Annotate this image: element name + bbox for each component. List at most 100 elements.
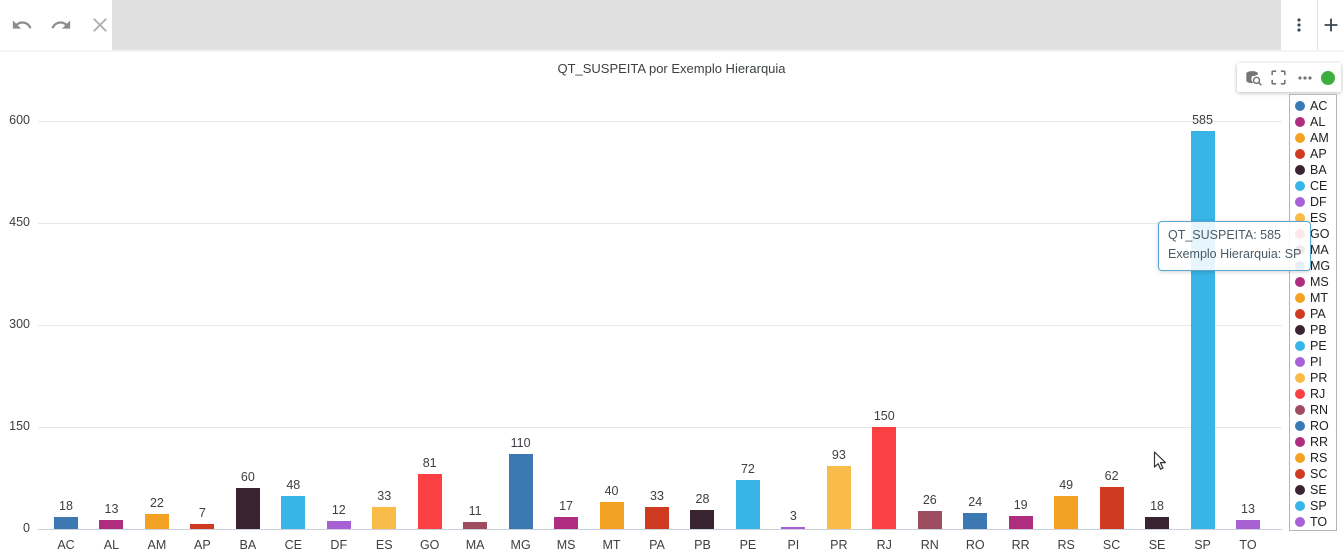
bar-value-label: 40 <box>604 484 619 498</box>
legend-dot-icon <box>1295 501 1305 511</box>
x-axis-tick-label: RO <box>965 538 985 552</box>
legend-dot-icon <box>1295 341 1305 351</box>
legend-label: MA <box>1310 243 1329 257</box>
legend: AC AL AM AP BA CE DF ES GO MA MG MS MT PA PB PE PI PR RJ RN… <box>1289 94 1337 531</box>
bar[interactable] <box>190 524 215 529</box>
legend-label: PE <box>1310 339 1327 353</box>
bar[interactable] <box>417 474 442 529</box>
bar-value-label: 33 <box>377 489 392 503</box>
bar-value-label: 150 <box>873 409 895 423</box>
bar[interactable] <box>872 427 897 529</box>
x-axis-tick-label: PR <box>830 538 848 552</box>
undo-button[interactable] <box>10 12 35 38</box>
legend-item[interactable]: AL <box>1290 114 1336 130</box>
legend-item[interactable]: PI <box>1290 354 1336 370</box>
legend-label: PA <box>1310 307 1326 321</box>
bar-value-label: 72 <box>740 462 755 476</box>
legend-item[interactable]: AC <box>1290 98 1336 114</box>
legend-item[interactable]: CE <box>1290 178 1336 194</box>
legend-item[interactable]: DF <box>1290 194 1336 210</box>
bar[interactable] <box>1008 516 1033 529</box>
bar-value-label: 11 <box>468 504 482 518</box>
bar[interactable] <box>1099 487 1124 529</box>
bar[interactable] <box>235 488 260 529</box>
legend-item[interactable]: RN <box>1290 402 1336 418</box>
bar[interactable] <box>963 513 988 529</box>
bar[interactable] <box>372 507 397 529</box>
legend-dot-icon <box>1295 181 1305 191</box>
legend-item[interactable]: MT <box>1290 290 1336 306</box>
close-button[interactable] <box>87 12 112 38</box>
legend-label: DF <box>1310 195 1327 209</box>
legend-item[interactable]: RO <box>1290 418 1336 434</box>
legend-dot-icon <box>1295 213 1305 223</box>
legend-label: PB <box>1310 323 1327 337</box>
legend-item[interactable]: SP <box>1290 498 1336 514</box>
x-axis-tick-label: SP <box>1194 538 1211 552</box>
bar[interactable] <box>1145 517 1170 529</box>
bar[interactable] <box>144 514 169 529</box>
bar[interactable] <box>644 507 669 529</box>
bar[interactable] <box>326 521 351 529</box>
explore-data-button[interactable] <box>1243 68 1263 88</box>
x-axis-tick-label: BA <box>239 538 257 552</box>
fullscreen-button[interactable] <box>1269 68 1288 87</box>
legend-item[interactable]: AM <box>1290 130 1336 146</box>
bar[interactable] <box>781 527 806 529</box>
bar[interactable] <box>463 522 488 529</box>
bar-value-label: 62 <box>1104 469 1119 483</box>
legend-item[interactable]: PB <box>1290 322 1336 338</box>
legend-item[interactable]: BA <box>1290 162 1336 178</box>
legend-item[interactable]: SC <box>1290 466 1336 482</box>
bar[interactable] <box>554 517 579 529</box>
bar[interactable] <box>826 466 851 529</box>
chart-options-button[interactable] <box>1295 68 1315 88</box>
redo-icon <box>51 20 71 29</box>
legend-item[interactable]: PA <box>1290 306 1336 322</box>
legend-item[interactable]: RJ <box>1290 386 1336 402</box>
legend-item[interactable]: PE <box>1290 338 1336 354</box>
legend-label: ES <box>1310 211 1327 225</box>
x-axis-tick-label: CE <box>284 538 302 552</box>
legend-item[interactable]: RS <box>1290 450 1336 466</box>
more-menu-button[interactable] <box>1281 0 1317 50</box>
legend-label: MS <box>1310 275 1329 289</box>
top-toolbar <box>0 0 1343 50</box>
bar[interactable] <box>54 517 78 529</box>
bar-value-label: 13 <box>1241 502 1255 516</box>
bar[interactable] <box>281 496 306 529</box>
x-axis-tick-label: SE <box>1148 538 1166 552</box>
x-axis-tick-label: PB <box>694 538 711 552</box>
legend-item[interactable]: RR <box>1290 434 1336 450</box>
bar[interactable] <box>1054 496 1079 529</box>
legend-label: PI <box>1310 355 1322 369</box>
legend-dot-icon <box>1295 405 1305 415</box>
x-axis-tick-label: AL <box>103 538 120 552</box>
bar[interactable] <box>1190 131 1215 529</box>
legend-dot-icon <box>1295 101 1305 111</box>
legend-item[interactable]: AP <box>1290 146 1336 162</box>
legend-item[interactable]: MS <box>1290 274 1336 290</box>
chart-hover-toolbar <box>1237 63 1341 92</box>
bar[interactable] <box>735 480 760 529</box>
redo-button[interactable] <box>49 12 74 38</box>
y-axis-tick-label: 300 <box>9 317 30 331</box>
bar-value-label: 13 <box>104 502 119 516</box>
bar[interactable] <box>690 510 715 529</box>
bar[interactable] <box>99 520 124 529</box>
bar-value-label: 17 <box>559 499 574 513</box>
bar[interactable] <box>599 502 624 529</box>
add-button[interactable] <box>1317 0 1343 50</box>
x-axis-tick-label: MA <box>465 538 485 552</box>
bar[interactable] <box>917 511 942 529</box>
legend-item[interactable]: PR <box>1290 370 1336 386</box>
legend-item[interactable]: TO <box>1290 514 1336 530</box>
legend-item[interactable]: ES <box>1290 210 1336 226</box>
bar-value-label: 93 <box>831 448 846 462</box>
legend-dot-icon <box>1295 453 1305 463</box>
chart-title: QT_SUSPEITA por Exemplo Hierarquia <box>557 61 786 76</box>
bar[interactable] <box>508 454 533 529</box>
legend-item[interactable]: SE <box>1290 482 1336 498</box>
bar[interactable] <box>1235 520 1260 529</box>
